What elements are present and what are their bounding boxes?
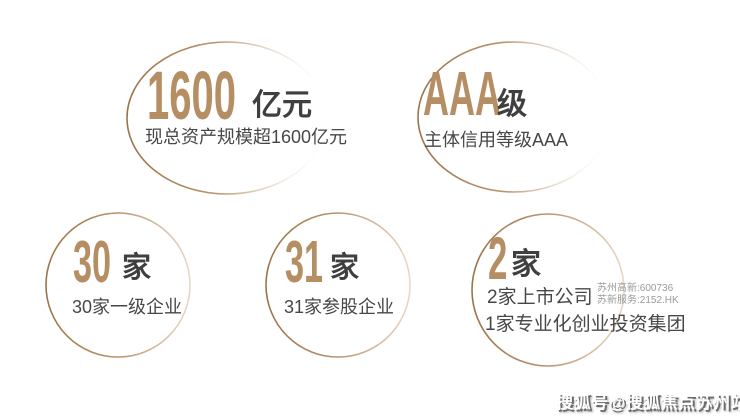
stat-unit: 亿元 <box>252 89 312 122</box>
circle-ring <box>45 212 191 358</box>
stat-total-assets: 1600 亿元 现总资产规模超1600亿元 <box>126 40 347 196</box>
stat-unit: 家 <box>122 252 152 284</box>
stock-code-sxfw: 苏新服务:2152.HK <box>597 294 679 306</box>
stat-unit: 家 <box>511 248 541 281</box>
stat-caption: 30家一级企业 <box>72 297 183 317</box>
stat-unit: 家 <box>330 252 360 284</box>
circle-ring <box>265 212 411 358</box>
stat-tier1-companies: 30 家 30家一级企业 <box>44 212 194 358</box>
sohu-watermark: 搜狐号@搜狐焦点苏州站 <box>556 393 740 412</box>
circle-ring <box>417 41 611 193</box>
stat-caption: 现总资产规模超1600亿元 <box>145 127 348 147</box>
stat-value: 1600 <box>147 57 237 134</box>
stat-unit: 级 <box>497 88 527 121</box>
stat-value: 2 <box>488 225 508 292</box>
stat-value: AAA <box>423 60 501 129</box>
circle-ring <box>471 213 625 367</box>
stat-caption-secondary: 1家专业化创业投资集团 <box>485 314 686 335</box>
stat-caption: 2家上市公司 <box>487 287 593 308</box>
stat-value: 30 <box>73 229 112 295</box>
stock-code-szgx: 苏州高新:600736 <box>597 283 674 294</box>
stat-equity-companies: 31 家 31家参股企业 <box>264 212 414 358</box>
stat-value: 31 <box>285 229 324 295</box>
stat-caption: 主体信用等级AAA <box>424 130 569 150</box>
stat-credit-rating: AAA 级 主体信用等级AAA <box>416 40 616 194</box>
stat-caption: 31家参股企业 <box>284 297 395 317</box>
stat-listed-companies: 2 家 2家上市公司 苏州高新:600736 苏新服务:2152.HK 1家专业… <box>470 213 730 369</box>
circle-ring <box>126 41 328 195</box>
